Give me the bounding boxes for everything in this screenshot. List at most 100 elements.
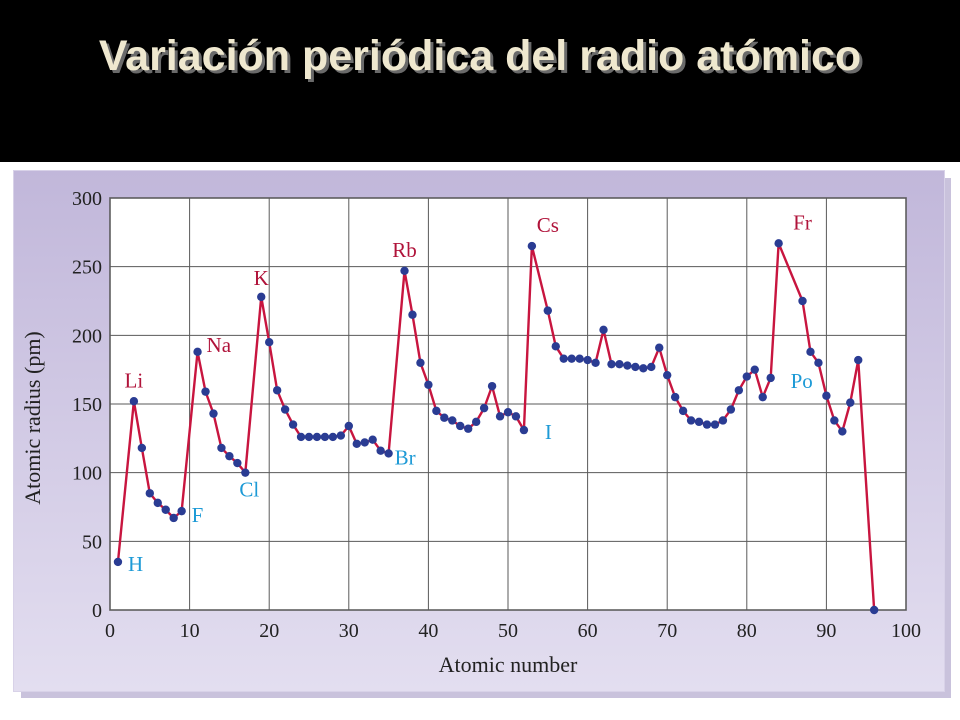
element-label-f: F [192, 503, 204, 527]
data-point [384, 449, 393, 458]
data-point [503, 408, 513, 417]
element-label-fr: Fr [793, 210, 812, 234]
element-label-cs: Cs [537, 213, 559, 237]
data-point [694, 417, 704, 427]
y-tick-label: 200 [72, 325, 102, 347]
data-point [543, 306, 552, 315]
data-point [838, 427, 847, 436]
x-tick-label: 0 [105, 620, 115, 642]
element-label-po: Po [791, 369, 813, 393]
data-point [710, 420, 720, 429]
data-point [774, 239, 783, 248]
data-point [814, 358, 823, 367]
data-point [424, 380, 433, 389]
x-tick-label: 30 [339, 620, 359, 642]
data-point [599, 325, 608, 335]
data-point [352, 439, 361, 449]
data-point [265, 338, 274, 347]
data-point [551, 342, 560, 351]
data-point [583, 355, 592, 365]
x-tick-label: 20 [259, 620, 279, 642]
x-tick-labels: 0 10 20 30 40 50 60 70 80 90 100 [105, 620, 921, 642]
data-point [464, 424, 473, 433]
data-point [806, 347, 815, 357]
data-points [113, 239, 879, 615]
element-label-k: K [254, 266, 269, 290]
data-point [670, 392, 680, 402]
x-tick-label: 50 [498, 620, 518, 642]
data-point [559, 354, 568, 363]
data-point [400, 266, 409, 275]
element-labels: H Li F Na Cl K Br Rb I Cs Po Fr [125, 210, 813, 576]
data-point [678, 406, 688, 416]
data-point [631, 362, 640, 372]
data-point [257, 292, 266, 302]
data-point [702, 420, 712, 429]
element-label-br: Br [395, 445, 416, 469]
data-point [241, 468, 250, 477]
y-tick-label: 150 [72, 394, 102, 416]
data-point [177, 506, 186, 516]
x-tick-label: 90 [816, 620, 836, 642]
y-tick-label: 250 [72, 257, 102, 279]
x-tick-label: 70 [657, 620, 677, 642]
data-point [854, 355, 863, 365]
data-point [718, 416, 728, 425]
data-point [479, 403, 489, 413]
data-point [153, 498, 162, 508]
y-tick-label: 300 [72, 188, 102, 210]
data-point [495, 412, 505, 421]
data-point [456, 421, 465, 431]
data-point [201, 387, 210, 396]
data-point [567, 354, 576, 363]
y-axis-label: Atomic radius (pm) [20, 331, 45, 505]
data-point [527, 241, 537, 251]
data-point [623, 361, 632, 370]
data-point [336, 431, 346, 440]
x-tick-label: 60 [578, 620, 598, 642]
data-point [432, 406, 441, 416]
data-point [304, 432, 314, 442]
data-point [575, 354, 584, 363]
y-tick-labels: 0 50 100 150 200 250 300 [72, 188, 102, 622]
data-point [846, 398, 855, 407]
data-point [798, 296, 807, 306]
title-banner: Variación periódica del radio atómico [0, 0, 960, 162]
data-point [113, 557, 123, 567]
data-point [288, 420, 298, 429]
x-tick-label: 10 [180, 620, 200, 642]
element-label-cl: Cl [239, 478, 259, 502]
data-point [750, 365, 759, 374]
data-point [440, 413, 449, 422]
data-point [647, 362, 656, 372]
data-point [280, 405, 290, 414]
data-point [519, 425, 529, 435]
data-point [217, 443, 226, 453]
data-point [137, 443, 147, 453]
data-point [869, 605, 879, 615]
element-label-na: Na [207, 333, 232, 357]
element-label-rb: Rb [392, 238, 417, 262]
data-point [225, 451, 234, 461]
data-point [320, 432, 330, 442]
x-tick-label: 40 [418, 620, 438, 642]
data-point [758, 392, 767, 402]
data-point [416, 358, 425, 367]
data-point [448, 416, 457, 425]
data-point [408, 310, 417, 319]
y-tick-label: 0 [92, 600, 102, 622]
data-point [296, 432, 306, 442]
slide-title: Variación periódica del radio atómico [98, 32, 862, 80]
data-point [145, 489, 154, 498]
data-point [615, 359, 624, 369]
element-label-li: Li [125, 368, 144, 392]
data-point [161, 505, 170, 514]
data-point [471, 417, 481, 427]
data-point [344, 421, 353, 431]
data-point [312, 432, 322, 442]
x-axis-label: Atomic number [439, 652, 578, 677]
data-point [742, 372, 751, 381]
data-point [129, 397, 139, 406]
data-point [368, 435, 377, 444]
